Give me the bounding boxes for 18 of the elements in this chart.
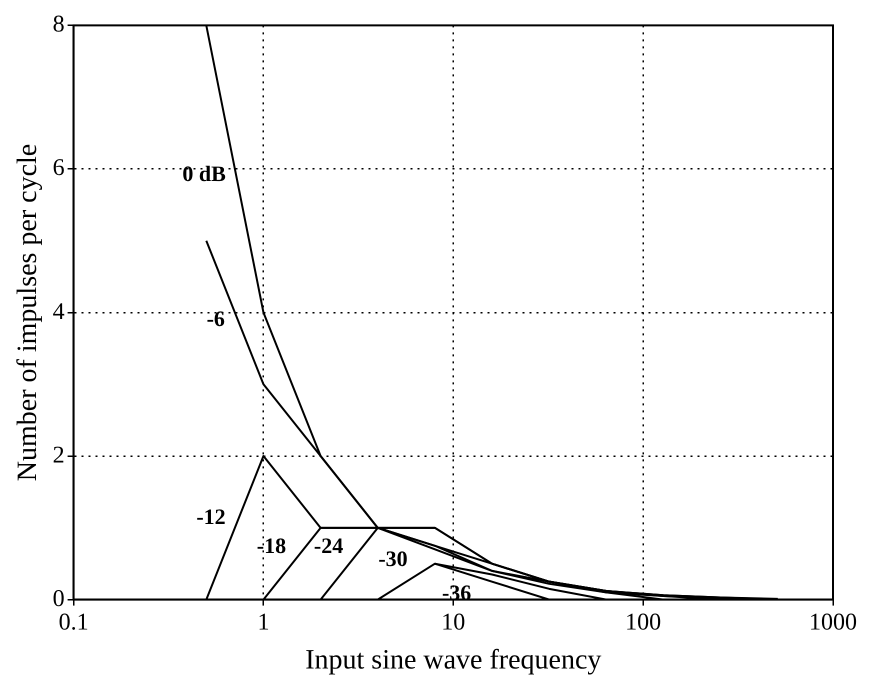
x-tick-label: 0.1 [58, 609, 89, 636]
y-tick-label: 6 [52, 155, 65, 182]
series-label: -30 [378, 546, 408, 572]
x-tick-label: 10 [441, 609, 466, 636]
x-tick-label: 1 [257, 609, 270, 636]
x-tick-label: 100 [625, 609, 662, 636]
series-label: -6 [206, 306, 225, 331]
y-tick-label: 4 [52, 298, 65, 325]
y-axis-title: Number of impulses per cycle [12, 144, 44, 482]
y-tick-label: 8 [52, 12, 65, 38]
y-tick-label: 2 [52, 442, 65, 468]
series-label: -12 [196, 504, 226, 530]
series-label: 0 dB [182, 160, 226, 186]
x-axis-title: Input sine wave frequency [305, 644, 602, 676]
x-tick-label: 1000 [809, 609, 857, 636]
series-label: -24 [314, 533, 344, 558]
y-tick-label: 0 [52, 586, 65, 612]
series-label: -18 [256, 533, 286, 558]
